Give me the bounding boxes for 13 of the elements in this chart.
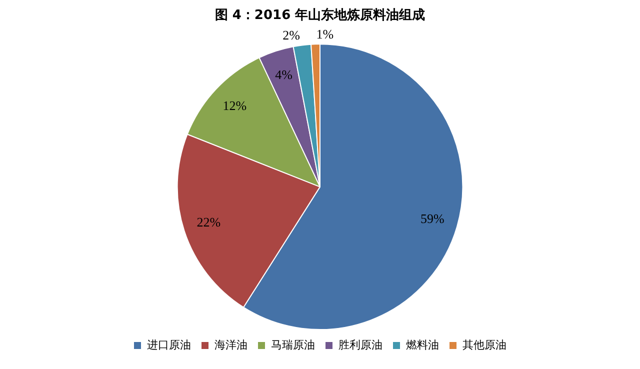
chart-title: 图 4：2016 年山东地炼原料油组成 — [214, 7, 426, 24]
data-label: 1% — [316, 26, 334, 42]
legend-label: 燃料油 — [406, 338, 439, 352]
legend-label: 马瑞原油 — [271, 338, 315, 352]
data-label: 59% — [420, 210, 444, 226]
legend-label: 进口原油 — [147, 338, 191, 352]
legend-label: 胜利原油 — [338, 338, 382, 352]
data-label: 2% — [282, 28, 300, 43]
data-label: 12% — [222, 98, 247, 114]
data-label: 22% — [196, 214, 221, 230]
data-label: 4% — [275, 66, 293, 82]
legend-label: 海洋油 — [214, 338, 248, 352]
legend-label: 其他原油 — [462, 338, 506, 352]
